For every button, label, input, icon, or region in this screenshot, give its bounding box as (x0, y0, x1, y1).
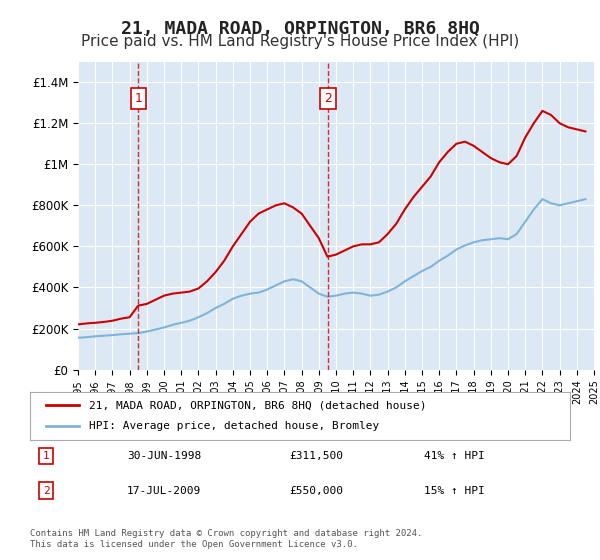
Text: 21, MADA ROAD, ORPINGTON, BR6 8HQ: 21, MADA ROAD, ORPINGTON, BR6 8HQ (121, 20, 479, 38)
Text: 1: 1 (134, 92, 142, 105)
Text: 41% ↑ HPI: 41% ↑ HPI (424, 451, 485, 461)
Text: 21, MADA ROAD, ORPINGTON, BR6 8HQ (detached house): 21, MADA ROAD, ORPINGTON, BR6 8HQ (detac… (89, 400, 427, 410)
Text: Contains HM Land Registry data © Crown copyright and database right 2024.
This d: Contains HM Land Registry data © Crown c… (30, 529, 422, 549)
Text: £550,000: £550,000 (289, 486, 343, 496)
Text: HPI: Average price, detached house, Bromley: HPI: Average price, detached house, Brom… (89, 421, 380, 431)
Text: 15% ↑ HPI: 15% ↑ HPI (424, 486, 485, 496)
Text: 30-JUN-1998: 30-JUN-1998 (127, 451, 202, 461)
Text: £311,500: £311,500 (289, 451, 343, 461)
Text: 17-JUL-2009: 17-JUL-2009 (127, 486, 202, 496)
Text: Price paid vs. HM Land Registry's House Price Index (HPI): Price paid vs. HM Land Registry's House … (81, 34, 519, 49)
Text: 1: 1 (43, 451, 50, 461)
Text: 2: 2 (324, 92, 332, 105)
Text: 2: 2 (43, 486, 50, 496)
